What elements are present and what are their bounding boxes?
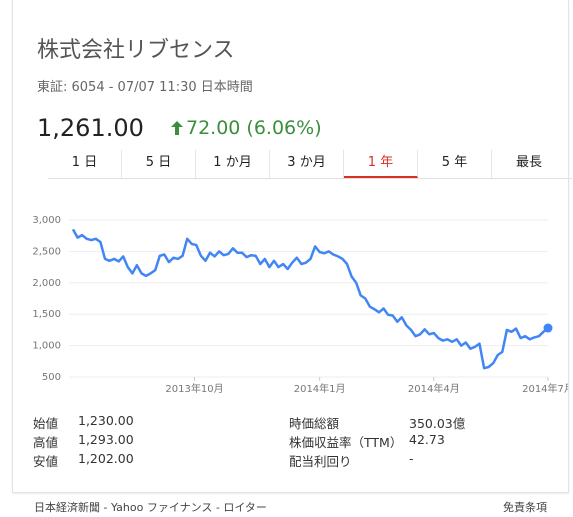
x-tick-label: 2014年7月 [522,382,568,395]
stats-right: 時価総額 350.03億 株価収益率（TTM） 42.73 配当利回り - [289,413,509,470]
exchange-info: 東証: 6054 - 07/07 11:30 日本時間 [37,80,253,95]
x-tick-label: 2013年10月 [165,382,223,395]
tab-1m[interactable]: 1 か月 [196,150,270,178]
stat-pe-ratio: 株価収益率（TTM） 42.73 [289,432,445,450]
range-tabs: 1 日 5 日 1 か月 3 か月 1 年 5 年 最長 [48,150,572,179]
finance-card: 株式会社リブセンス 東証: 6054 - 07/07 11:30 日本時間 1,… [12,0,572,493]
source-attribution: 日本経済新聞 - Yahoo ファイナンス - ロイター [34,501,267,514]
x-tick-label: 2014年1月 [294,382,346,395]
tab-3m[interactable]: 3 か月 [270,150,344,178]
stock-price: 1,261.00 [37,114,144,142]
stat-low: 安値 1,202.00 [33,451,134,469]
stats-left: 始値 1,230.00 高値 1,293.00 安値 1,202.00 [33,413,198,470]
stat-open: 始値 1,230.00 [33,413,134,431]
arrow-up-icon [171,121,183,135]
y-tick-label: 1,000 [32,341,61,352]
y-tick-label: 1,500 [32,309,61,320]
y-tick-label: 2,000 [32,278,61,289]
x-tick-label: 2014年4月 [408,382,460,395]
disclaimer-link[interactable]: 免責条項 [503,501,547,514]
tab-1d[interactable]: 1 日 [48,150,122,178]
stat-dividend-yield: 配当利回り - [289,451,414,469]
y-tick-label: 500 [42,372,61,383]
tab-1y[interactable]: 1 年 [344,150,418,178]
price-change-value: 72.00 (6.06%) [186,117,322,139]
tab-5y[interactable]: 5 年 [418,150,492,178]
company-name[interactable]: 株式会社リブセンス [37,38,235,63]
stat-market-cap: 時価総額 350.03億 [289,416,466,431]
stat-high: 高値 1,293.00 [33,432,134,450]
tab-max[interactable]: 最長 [515,155,542,170]
y-tick-label: 2,500 [32,246,61,257]
price-chart[interactable]: 3,000 2,500 2,000 1,500 1,000 500 2013年10月 201… [13,195,568,405]
price-change: 72.00 (6.06%) [171,117,322,139]
price-line [71,228,549,370]
y-tick-label: 3,000 [32,215,61,226]
last-price-dot[interactable] [543,323,553,333]
tab-5d[interactable]: 5 日 [122,150,196,178]
